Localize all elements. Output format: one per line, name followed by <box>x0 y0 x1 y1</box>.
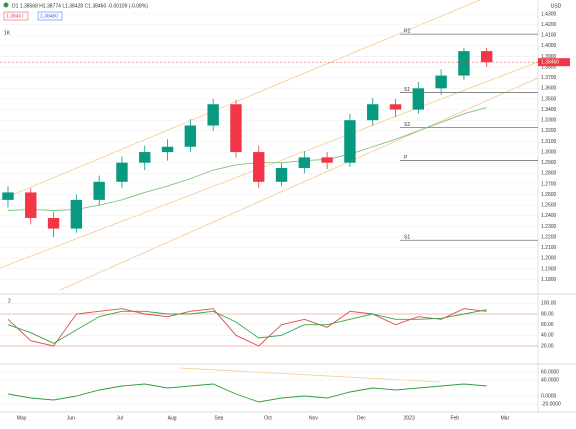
trend-channel <box>0 0 481 201</box>
candle-body <box>412 88 425 110</box>
indicator-line <box>7 383 487 403</box>
pivot-label: S2 <box>404 122 410 128</box>
y-tick-label: 60.00 <box>541 322 554 328</box>
y-tick-label: 1.1800 <box>541 277 557 283</box>
candle-body <box>161 146 174 153</box>
candle-body <box>253 152 265 182</box>
x-tick-label: Sep <box>214 415 223 421</box>
pivot-label: R2 <box>404 28 411 34</box>
y-tick-label: 1.2600 <box>541 192 557 198</box>
y-tick-label: 1.3600 <box>541 86 557 92</box>
candle-body <box>139 152 151 163</box>
candle-body <box>207 104 219 126</box>
candle-body <box>458 51 470 76</box>
sell-button[interactable] <box>3 11 29 21</box>
candle-body <box>389 104 402 110</box>
candle-body <box>116 162 128 182</box>
y-tick-label: 1.2500 <box>541 203 557 209</box>
y-tick-label: 1.4200 <box>541 22 557 28</box>
x-tick-label: Mar <box>501 415 510 421</box>
candle-body <box>93 181 105 200</box>
y-tick-label: 1.2100 <box>541 245 557 251</box>
candle-body <box>184 125 197 147</box>
y-tick-label: 1.2300 <box>541 224 557 230</box>
interval[interactable]: 1K <box>4 30 11 36</box>
y-tick-label: 1.3800 <box>541 64 557 70</box>
x-tick-label: Aug <box>168 415 177 421</box>
indicator-line <box>7 308 487 347</box>
y-tick-label: 1.3000 <box>541 149 557 155</box>
x-tick-label: Oct <box>264 415 272 421</box>
y-tick-label: 1.2200 <box>541 234 557 240</box>
candle-body <box>25 192 37 218</box>
pivot-label: S1 <box>404 235 410 241</box>
x-tick-label: Jul <box>116 415 122 421</box>
x-tick-label: Nov <box>309 415 318 421</box>
y-tick-label: 100.00 <box>541 301 557 307</box>
pivot-label: P <box>404 155 408 161</box>
trend-line <box>179 367 441 383</box>
y-tick-label: 1.4100 <box>541 33 557 39</box>
y-tick-label: 1.3400 <box>541 107 557 113</box>
candle-body <box>70 199 83 229</box>
currency: USD <box>551 3 562 9</box>
candle-body <box>298 157 311 169</box>
y-tick-label: 1.2400 <box>541 213 557 219</box>
y-tick-label: -20.0000 <box>541 401 561 407</box>
candle-body <box>481 51 493 63</box>
trend-channel <box>0 61 539 269</box>
y-tick-label: 1.4000 <box>541 43 557 49</box>
y-tick-label: 40.0000 <box>541 377 559 383</box>
y-tick-label: 20.00 <box>541 343 554 349</box>
candle-body <box>435 75 447 89</box>
y-tick-label: 80.00 <box>541 311 554 317</box>
y-tick-label: 1.3500 <box>541 96 557 102</box>
y-tick-label: 0.0000 <box>541 393 557 399</box>
candle-body <box>344 120 356 163</box>
y-tick-label: 1.3200 <box>541 128 557 134</box>
candle-body <box>2 192 14 200</box>
y-tick-label: 1.3900 <box>541 54 557 60</box>
status-dot <box>3 2 9 8</box>
x-tick-label: Dec <box>357 415 366 421</box>
indicator-line <box>7 107 487 211</box>
x-tick-label: Feb <box>450 415 459 421</box>
candle-body <box>275 168 288 182</box>
symbol-info: D1 1.38568 H1.38774 L1.38428 C1.38460 -0… <box>12 3 148 9</box>
last-price-label: 1.38460 <box>541 59 559 65</box>
y-tick-label: 1.3100 <box>541 139 557 145</box>
x-tick-label: Jun <box>67 415 75 421</box>
buy-price[interactable]: 1.38460 <box>40 13 58 19</box>
indicator-line <box>7 309 487 344</box>
pivot-label: S1 <box>404 87 410 93</box>
y-tick-label: 40.00 <box>541 333 554 339</box>
y-tick-label: 1.2800 <box>541 171 557 177</box>
y-tick-label: 1.2700 <box>541 181 557 187</box>
x-tick-label: 2023 <box>404 415 415 421</box>
candle-body <box>367 104 379 121</box>
y-tick-label: 1.2900 <box>541 160 557 166</box>
buy-button[interactable] <box>37 11 63 21</box>
pane-title: 2 <box>8 298 11 304</box>
last-price-tag <box>538 58 570 67</box>
y-tick-label: 1.4300 <box>541 11 557 17</box>
y-tick-label: 1.3300 <box>541 118 557 124</box>
y-tick-label: 1.2000 <box>541 256 557 262</box>
candle-body <box>321 157 333 163</box>
sell-price[interactable]: 1.38457 <box>6 13 24 19</box>
y-tick-label: 60.0000 <box>541 369 559 375</box>
y-tick-label: 1.3700 <box>541 75 557 81</box>
y-tick-label: 1.1900 <box>541 266 557 272</box>
candle-body <box>230 104 242 153</box>
candle-body <box>47 217 60 229</box>
x-tick-label: May <box>17 415 27 421</box>
